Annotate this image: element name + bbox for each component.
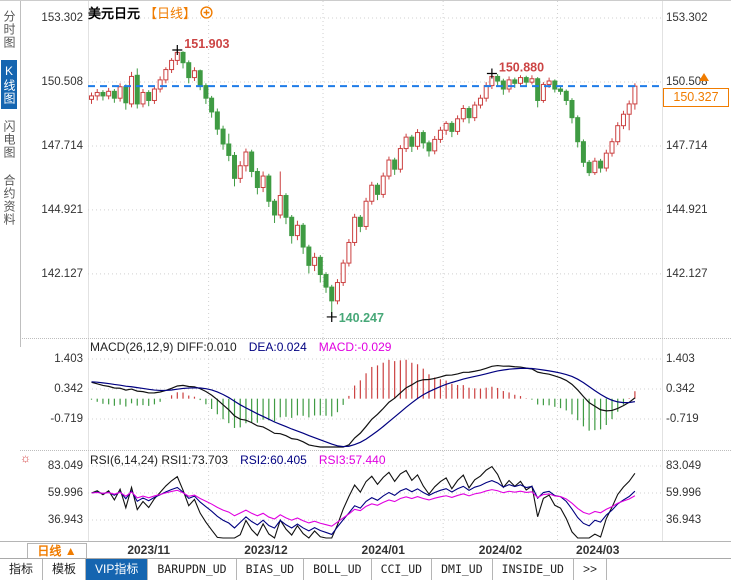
indicator-header-value: RSI(6,14,24) RSI1:73.703: [90, 453, 229, 467]
indicator-header-value: DEA:0.024: [248, 340, 307, 354]
indicator-header-value: MACD:-0.029: [318, 340, 392, 354]
period-tag: 【日线】: [144, 6, 197, 21]
macd-indicator-chart[interactable]: [88, 339, 662, 450]
period-selector-button[interactable]: 日线 ▲: [27, 543, 87, 559]
indicator-tab-bar: 指标 模板 VIP指标 BARUPDN_UD BIAS_UD BOLL_UD CCI_UD D…: [0, 558, 731, 580]
x-axis-month-label: 2023/11: [127, 543, 171, 557]
add-indicator-icon[interactable]: [200, 6, 213, 19]
plot-right-border: [662, 1, 663, 541]
y-axis-tick-left: 1.403: [54, 352, 83, 365]
price-up-arrow-icon: [699, 73, 709, 81]
last-price-box: 150.327: [663, 88, 729, 107]
sidebar-tab-item[interactable]: 闪电图: [2, 120, 16, 159]
x-axis-month-label: 2024/01: [361, 543, 405, 557]
indicator-header-value: RSI3:57.440: [318, 453, 386, 467]
indicator-settings-icon[interactable]: ☼: [20, 451, 31, 465]
x-axis-row: 日线 ▲ 2023/11 2023/12 2024/01 2024/02 2024/03: [0, 541, 731, 559]
x-axis-month-label: 2024/03: [576, 543, 620, 557]
y-axis-tick-right: 144.921: [666, 203, 708, 216]
symbol-name: 美元日元: [88, 6, 141, 21]
y-axis-tick-right: 59.996: [666, 487, 702, 499]
price-annotation: 150.880: [499, 60, 544, 74]
indicator-tab[interactable]: BIAS_UD: [237, 559, 305, 580]
y-axis-tick-left: 36.943: [47, 513, 83, 526]
indicator-tab[interactable]: BARUPDN_UD: [148, 559, 237, 580]
price-annotation: 151.903: [184, 37, 229, 51]
indicator-tab[interactable]: VIP指标: [86, 559, 149, 580]
chart-title: 美元日元 【日线】: [88, 4, 213, 21]
y-axis-tick-left: 59.996: [47, 487, 83, 499]
sidebar-tab-active[interactable]: K线图: [1, 60, 17, 109]
indicator-tab[interactable]: DMI_UD: [432, 559, 493, 580]
pane-separator-macd: [20, 338, 731, 339]
y-axis-tick-right: -0.719: [666, 413, 699, 426]
indicator-tab[interactable]: CCI_UD: [372, 559, 433, 580]
indicator-tab[interactable]: >>: [574, 559, 607, 580]
sidebar-tab-item[interactable]: 分时图: [2, 10, 16, 49]
rsi-header: RSI(6,14,24) RSI1:73.703 RSI2:60.405 RSI3:…: [90, 453, 386, 467]
pane-separator-rsi: [20, 450, 731, 451]
y-axis-tick-right: 150.508: [666, 75, 708, 88]
y-axis-tick-left: 0.342: [54, 383, 83, 395]
y-axis-tick-left: 153.302: [41, 12, 83, 24]
indicator-tab[interactable]: 模板: [43, 559, 87, 580]
y-axis-tick-right: 142.127: [666, 267, 708, 280]
y-axis-tick-left: 83.049: [47, 460, 83, 472]
indicator-tab[interactable]: 指标: [0, 559, 44, 580]
indicator-header-value: RSI2:60.405: [240, 453, 307, 467]
chart-type-sidebar: 分时图 K线图闪电图合约资料: [0, 1, 21, 347]
x-axis-month-label: 2023/12: [244, 543, 288, 557]
y-axis-tick-right: 1.403: [666, 352, 695, 365]
y-axis-tick-right: 147.714: [666, 139, 708, 152]
main-candlestick-chart[interactable]: 151.903 150.880 140.247: [88, 1, 662, 339]
plot-left-border: [88, 1, 89, 541]
indicator-tab[interactable]: BOLL_UD: [304, 559, 372, 580]
y-axis-tick-left: 147.714: [41, 139, 83, 152]
y-axis-tick-left: 142.127: [41, 267, 83, 280]
x-axis-month-label: 2024/02: [478, 543, 523, 557]
y-axis-tick-right: 153.302: [666, 12, 708, 24]
indicator-header-value: MACD(26,12,9) DIFF:0.010: [90, 340, 237, 354]
indicator-tab[interactable]: INSIDE_UD: [493, 559, 574, 580]
sidebar-tab-item[interactable]: 合约资料: [2, 174, 16, 226]
y-axis-tick-left: 144.921: [41, 203, 83, 216]
y-axis-tick-left: -0.719: [50, 413, 83, 426]
rsi-indicator-chart[interactable]: [88, 451, 662, 541]
y-axis-tick-right: 0.342: [666, 383, 695, 395]
y-axis-tick-right: 36.943: [666, 513, 702, 526]
y-axis-tick-left: 150.508: [41, 75, 83, 88]
macd-header: MACD(26,12,9) DIFF:0.010 DEA:0.024 MACD:-0…: [90, 340, 391, 354]
y-axis-tick-right: 83.049: [666, 460, 702, 472]
price-annotation: 140.247: [339, 311, 384, 325]
